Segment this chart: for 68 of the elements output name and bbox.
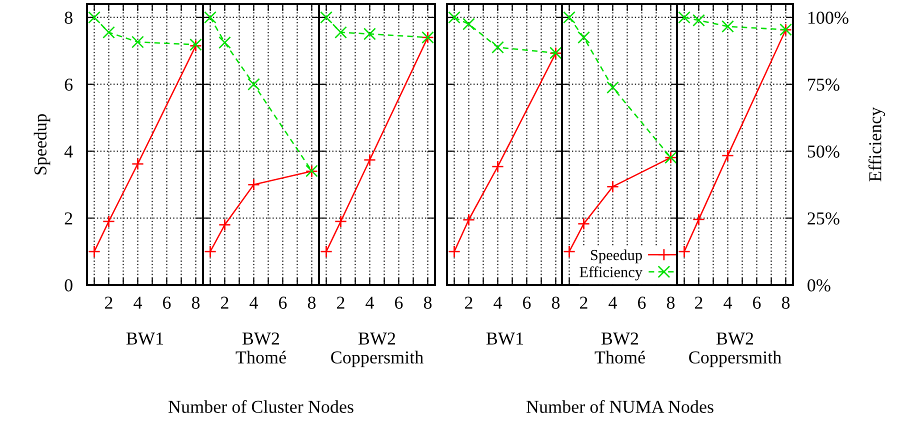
- x-tick-label: 8: [192, 296, 200, 309]
- x-tick-label: 8: [666, 296, 675, 309]
- x-axis-title: BW2 Coppersmith: [689, 332, 782, 368]
- point: [102, 215, 115, 228]
- x-tick-label: 2: [221, 296, 228, 309]
- point: [132, 36, 144, 48]
- point: [563, 245, 576, 258]
- y-axis-title: Speedup: [34, 114, 50, 174]
- y-tick-label: 2: [64, 212, 72, 224]
- x-tick-label: 8: [782, 296, 790, 309]
- y-tick-label: 8: [64, 12, 72, 24]
- x-tick-label: 4: [366, 296, 374, 309]
- point: [248, 178, 260, 191]
- point: [692, 213, 705, 226]
- y2-tick-label: 0%: [808, 279, 830, 292]
- legend-label: Speedup: [590, 249, 642, 264]
- x-tick-label: 4: [134, 296, 142, 309]
- x-tick-label: 4: [494, 296, 502, 309]
- y2-axis-title: Efficiency: [868, 107, 886, 182]
- x-tick-label: 8: [552, 296, 560, 309]
- point: [102, 26, 115, 39]
- x-tick-label: 8: [424, 296, 432, 309]
- point: [320, 245, 332, 258]
- x-tick-label: 2: [695, 296, 702, 309]
- text: Number of Cluster Nodes: [168, 400, 354, 413]
- y-tick-label: 6: [64, 78, 73, 91]
- point: [132, 158, 144, 170]
- point: [722, 149, 734, 162]
- point: [578, 218, 590, 230]
- point: [218, 36, 231, 49]
- x-tick-label: 4: [608, 296, 617, 309]
- y2-tick-label: 75%: [808, 78, 840, 91]
- x-axis-title: BW2 Coppersmith: [331, 332, 424, 368]
- point: [88, 11, 100, 24]
- x-axis-title: BW1: [126, 332, 163, 345]
- point: [448, 245, 460, 258]
- point: [364, 154, 376, 166]
- x-axis-title: BW2 Thomé: [236, 332, 286, 364]
- x-tick-label: 2: [465, 296, 472, 309]
- point: [462, 214, 475, 226]
- x-tick-label: 2: [337, 296, 344, 309]
- point: [88, 245, 100, 258]
- x-tick-label: 8: [308, 296, 316, 309]
- x-axis-title: BW1: [486, 332, 523, 345]
- point: [248, 78, 260, 91]
- x-tick-label: 4: [724, 296, 732, 309]
- point: [204, 245, 216, 258]
- legend-label: Efficiency: [580, 266, 642, 280]
- x-tick-label: 6: [163, 296, 171, 309]
- y2-tick-label: 25%: [808, 212, 840, 225]
- x-tick-label: 6: [638, 296, 646, 309]
- point: [334, 215, 347, 228]
- y-tick-label: 0: [64, 279, 72, 292]
- x-tick-label: 4: [250, 296, 258, 309]
- x-tick-label: 6: [279, 296, 287, 309]
- point: [492, 160, 504, 173]
- y2-tick-label: 100%: [808, 12, 848, 24]
- x-axis-title: BW2 Thomé: [594, 332, 645, 364]
- point: [218, 218, 231, 232]
- x-tick-label: 6: [395, 296, 403, 309]
- y2-tick-label: 50%: [808, 145, 840, 158]
- x-tick-label: 2: [580, 296, 588, 309]
- x-tick-label: 2: [105, 296, 112, 309]
- y-tick-label: 4: [64, 146, 73, 158]
- x-tick-label: 6: [523, 296, 531, 309]
- x-tick-label: 6: [753, 296, 761, 309]
- point: [606, 180, 619, 193]
- text: Number of NUMA Nodes: [526, 400, 714, 413]
